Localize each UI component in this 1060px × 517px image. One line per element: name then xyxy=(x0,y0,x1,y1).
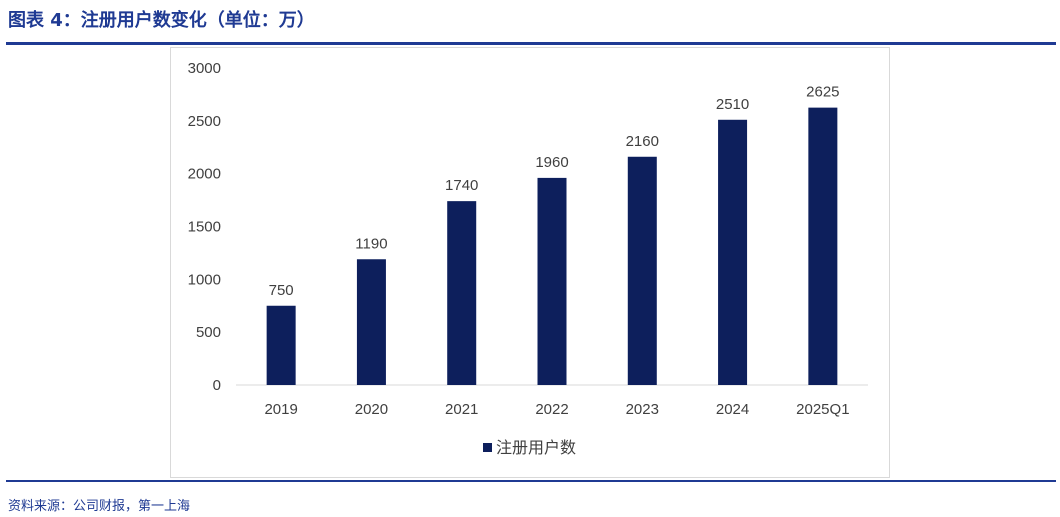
y-tick-label: 2000 xyxy=(188,166,221,183)
bar xyxy=(718,119,748,385)
y-tick-label: 1000 xyxy=(188,271,221,288)
bar xyxy=(627,156,657,385)
y-tick-label: 2500 xyxy=(188,113,221,130)
bar-chart: 0 500 1000 1500 2000 2500 3000 750 1190 1740 1960… xyxy=(188,60,868,457)
data-label: 1960 xyxy=(535,154,568,171)
x-tick-label: 2021 xyxy=(445,401,478,418)
bar xyxy=(537,177,567,385)
data-label: 2625 xyxy=(806,84,839,101)
x-tick-label: 2020 xyxy=(355,401,388,418)
page-title: 图表 4：注册用户数变化（单位：万） xyxy=(8,10,315,31)
chart-frame: 0 500 1000 1500 2000 2500 3000 750 1190 1740 1960… xyxy=(170,47,890,478)
bar xyxy=(447,201,477,385)
source-note: 资料来源：公司财报，第一上海 xyxy=(8,499,191,514)
x-tick-label: 2023 xyxy=(626,401,659,418)
bottom-divider xyxy=(6,480,1056,482)
x-tick-label: 2019 xyxy=(264,401,297,418)
data-label: 2510 xyxy=(716,96,749,113)
bar xyxy=(356,259,386,385)
data-label: 1190 xyxy=(355,235,387,252)
x-tick-label: 2024 xyxy=(716,401,749,418)
x-tick-label: 2022 xyxy=(535,401,568,418)
top-divider xyxy=(6,42,1056,45)
legend-label: 注册用户数 xyxy=(496,439,576,457)
bar xyxy=(266,305,296,385)
bar xyxy=(808,107,838,385)
y-tick-label: 500 xyxy=(196,324,221,341)
x-tick-label: 2025Q1 xyxy=(796,401,849,418)
data-label: 2160 xyxy=(626,133,659,150)
legend-swatch xyxy=(483,443,492,452)
data-label: 1740 xyxy=(445,177,478,194)
y-tick-label: 0 xyxy=(213,377,221,394)
y-tick-label: 3000 xyxy=(188,60,221,77)
data-label: 750 xyxy=(269,282,294,299)
y-tick-label: 1500 xyxy=(188,219,221,236)
